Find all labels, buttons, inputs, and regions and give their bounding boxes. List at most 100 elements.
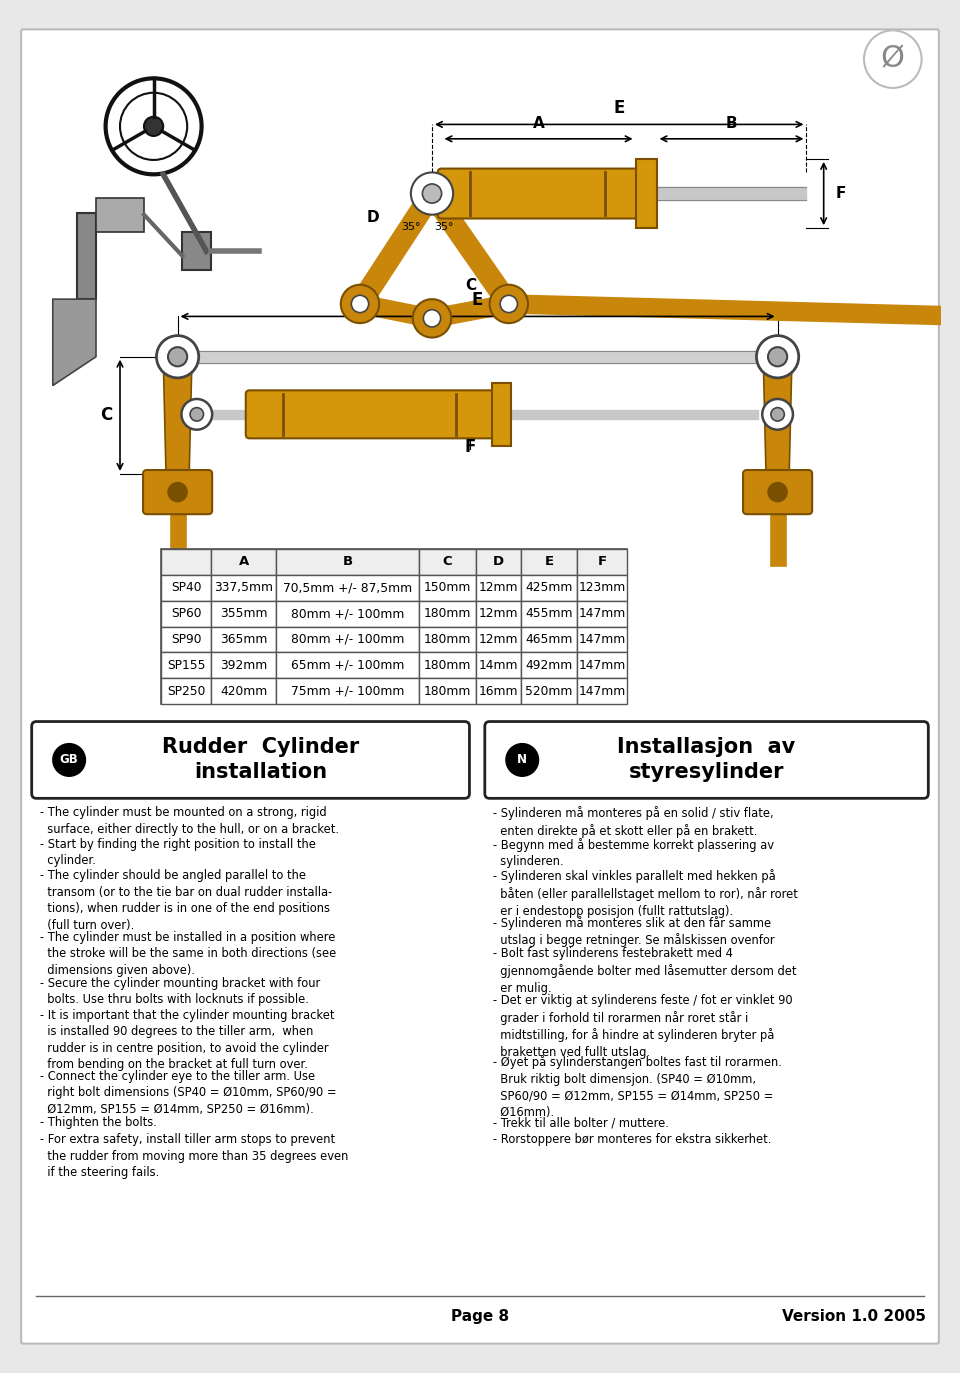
Bar <box>476 549 521 575</box>
Text: E: E <box>471 291 483 309</box>
Text: - Sylinderen må monteres slik at den får samme
  utslag i begge retninger. Se må: - Sylinderen må monteres slik at den får… <box>493 916 775 947</box>
Bar <box>161 678 211 704</box>
Bar <box>419 600 476 626</box>
Text: - Bolt fast sylinderens festebrakett med 4
  gjennomgående bolter med låsemutter: - Bolt fast sylinderens festebrakett med… <box>493 947 797 994</box>
Text: C: C <box>443 555 452 568</box>
Bar <box>211 575 276 600</box>
Text: Installasjon  av: Installasjon av <box>617 737 796 758</box>
Circle shape <box>341 284 379 323</box>
Bar <box>577 652 627 678</box>
Text: C: C <box>465 277 476 292</box>
Circle shape <box>168 482 187 501</box>
Text: B: B <box>726 117 737 132</box>
Bar <box>476 652 521 678</box>
FancyBboxPatch shape <box>485 722 928 798</box>
Polygon shape <box>163 357 192 476</box>
Circle shape <box>771 408 784 422</box>
Text: - Thighten the bolts.: - Thighten the bolts. <box>40 1116 157 1130</box>
Text: - Rorstoppere bør monteres for ekstra sikkerhet.: - Rorstoppere bør monteres for ekstra si… <box>493 1133 772 1146</box>
Bar <box>276 626 419 652</box>
Text: 337,5mm: 337,5mm <box>214 581 274 595</box>
Circle shape <box>762 400 793 430</box>
FancyBboxPatch shape <box>143 470 212 514</box>
Bar <box>476 626 521 652</box>
Text: D: D <box>493 555 504 568</box>
Text: - The cylinder must be mounted on a strong, rigid
  surface, either directly to : - The cylinder must be mounted on a stro… <box>40 806 339 836</box>
Polygon shape <box>763 357 792 476</box>
Bar <box>276 652 419 678</box>
Text: SP60: SP60 <box>171 607 202 621</box>
Text: E: E <box>544 555 554 568</box>
FancyBboxPatch shape <box>246 390 503 438</box>
Text: 492mm: 492mm <box>525 659 573 671</box>
Text: - Sylinderen må monteres på en solid / stiv flate,
  enten direkte på et skott e: - Sylinderen må monteres på en solid / s… <box>493 806 774 838</box>
Bar <box>476 678 521 704</box>
Text: 65mm +/- 100mm: 65mm +/- 100mm <box>291 659 404 671</box>
Text: 14mm: 14mm <box>479 659 518 671</box>
Bar <box>577 678 627 704</box>
Circle shape <box>181 400 212 430</box>
Text: 12mm: 12mm <box>479 633 518 645</box>
Text: - Start by finding the right position to install the
  cylinder.: - Start by finding the right position to… <box>40 838 316 868</box>
Text: - Secure the cylinder mounting bracket with four
  bolts. Use thru bolts with lo: - Secure the cylinder mounting bracket w… <box>40 978 321 1006</box>
Text: styresylinder: styresylinder <box>629 762 784 783</box>
Text: 16mm: 16mm <box>479 685 518 697</box>
Bar <box>276 678 419 704</box>
Circle shape <box>190 408 204 422</box>
Bar <box>521 600 577 626</box>
Bar <box>476 575 521 600</box>
Text: - It is important that the cylinder mounting bracket
  is installed 90 degrees t: - It is important that the cylinder moun… <box>40 1009 335 1071</box>
Bar <box>161 652 211 678</box>
Text: 355mm: 355mm <box>220 607 268 621</box>
Circle shape <box>168 347 187 367</box>
Text: A: A <box>239 555 249 568</box>
Circle shape <box>864 30 922 88</box>
Text: 147mm: 147mm <box>578 633 626 645</box>
Bar <box>476 600 521 626</box>
Text: B: B <box>343 555 352 568</box>
Text: - Trekk til alle bolter / muttere.: - Trekk til alle bolter / muttere. <box>493 1116 669 1130</box>
Text: D: D <box>366 210 379 225</box>
Bar <box>521 549 577 575</box>
Bar <box>161 600 211 626</box>
FancyBboxPatch shape <box>32 722 469 798</box>
Bar <box>419 549 476 575</box>
Bar <box>521 652 577 678</box>
Bar <box>211 600 276 626</box>
Text: Rudder  Cylinder: Rudder Cylinder <box>162 737 360 758</box>
Circle shape <box>768 347 787 367</box>
Bar <box>521 575 577 600</box>
Bar <box>419 652 476 678</box>
Text: E: E <box>613 99 625 117</box>
Text: 180mm: 180mm <box>423 607 471 621</box>
Circle shape <box>506 744 539 776</box>
Text: - Begynn med å bestemme korrekt plassering av
  sylinderen.: - Begynn med å bestemme korrekt plasseri… <box>493 838 775 868</box>
Text: 75mm +/- 100mm: 75mm +/- 100mm <box>291 685 404 697</box>
Text: 35°: 35° <box>401 222 420 232</box>
Circle shape <box>144 117 163 136</box>
Bar <box>211 626 276 652</box>
Text: installation: installation <box>195 762 327 783</box>
Text: 455mm: 455mm <box>525 607 573 621</box>
Bar <box>161 549 627 704</box>
Text: - The cylinder should be angled parallel to the
  transom (or to the tie bar on : - The cylinder should be angled parallel… <box>40 869 332 932</box>
Circle shape <box>500 295 517 313</box>
Text: 520mm: 520mm <box>525 685 573 697</box>
Bar <box>521 626 577 652</box>
Text: N: N <box>517 754 527 766</box>
Circle shape <box>490 284 528 323</box>
Bar <box>577 626 627 652</box>
Bar <box>161 575 211 600</box>
Bar <box>276 575 419 600</box>
Text: Page 8: Page 8 <box>451 1310 509 1324</box>
Circle shape <box>422 184 442 203</box>
Text: 70,5mm +/- 87,5mm: 70,5mm +/- 87,5mm <box>283 581 412 595</box>
Bar <box>577 600 627 626</box>
Text: 180mm: 180mm <box>423 659 471 671</box>
FancyBboxPatch shape <box>21 29 939 1344</box>
Text: 147mm: 147mm <box>578 659 626 671</box>
FancyBboxPatch shape <box>438 169 647 218</box>
Text: 147mm: 147mm <box>578 607 626 621</box>
Circle shape <box>156 335 199 378</box>
Text: SP90: SP90 <box>171 633 202 645</box>
